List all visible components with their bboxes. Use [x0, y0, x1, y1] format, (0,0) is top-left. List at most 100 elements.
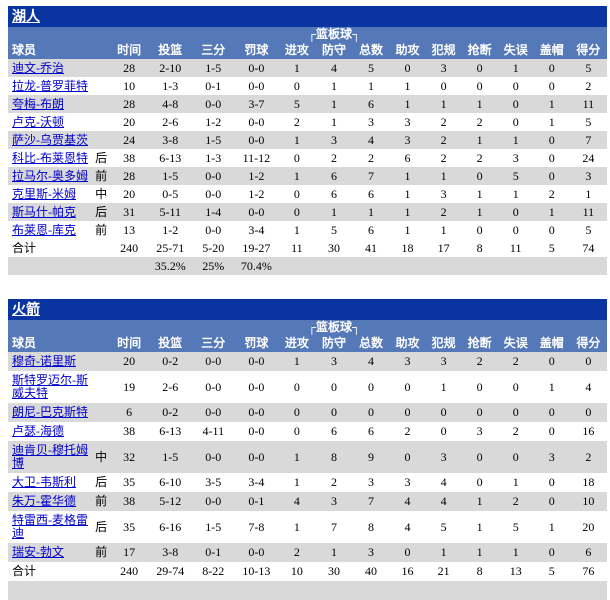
stat-cell-stl: 0: [461, 403, 498, 422]
total-cell-dreb: 30: [327, 564, 340, 578]
stat-cell-3p: 0-0: [205, 187, 222, 201]
stat-cell-dreb: 0: [330, 379, 337, 394]
position-cell: 后: [95, 519, 108, 534]
stat-cell-to: 1: [497, 543, 534, 562]
totals-label: 合计: [12, 564, 37, 578]
player-link[interactable]: 拉龙-普罗菲特: [12, 79, 88, 93]
player-row: 朗尼-巴克斯特 6 0-2 0-0 0-0 0 0 0 0 0 0 0 0 0: [8, 403, 607, 422]
player-link[interactable]: 卢瑟-海德: [12, 424, 64, 438]
player-link[interactable]: 斯马什-帕克: [12, 205, 76, 219]
player-link[interactable]: 迪文-乔治: [12, 61, 64, 75]
stat-cell-stl: 1: [476, 187, 483, 201]
stat-cell-pts: 24: [582, 151, 595, 165]
total-cell-ft: 10-13: [242, 564, 271, 578]
stat-cell-ft: 0-0: [234, 131, 279, 149]
team-link[interactable]: 火箭: [12, 301, 40, 317]
box-score-table: ┌篮板球┐ 球员 时间 投篮 三分 罚球 进攻 防守 总数 助攻 犯规 抢断 失误 盖帽 得分 迪文-乔治 28…: [8, 27, 607, 275]
stat-cell-pts: 18: [582, 475, 595, 489]
stat-cell-ast: 1: [389, 167, 426, 185]
stat-cell-to: 2: [497, 352, 534, 371]
column-header-dreb: 防守: [315, 335, 353, 352]
player-name-cell: 布莱恩-库克: [8, 221, 92, 239]
stat-cell-to: 2: [512, 424, 519, 438]
stat-cell-to: 1: [512, 187, 519, 201]
team-title-bar: 火箭: [8, 299, 607, 320]
stat-cell-min: 24: [110, 131, 149, 149]
stat-cell-reb: 7: [352, 492, 390, 511]
team-link[interactable]: 湖人: [12, 8, 40, 24]
column-header-ft: 罚球: [234, 42, 279, 59]
player-link[interactable]: 朗尼-巴克斯特: [12, 405, 88, 419]
stat-cell-pts: 0: [569, 352, 607, 371]
stat-cell-3p: 0-1: [192, 543, 235, 562]
player-link[interactable]: 克里斯-米姆: [12, 187, 76, 201]
player-link[interactable]: 瑞安-勃文: [12, 545, 64, 559]
player-link[interactable]: 穆奇-诺里斯: [12, 354, 76, 368]
stat-cell-min: 31: [110, 203, 149, 221]
position-cell: 后: [95, 475, 108, 489]
stat-cell-oreb: 2: [278, 543, 316, 562]
stat-cell-pts: 3: [569, 167, 607, 185]
total-cell-oreb: 10: [290, 564, 303, 578]
stat-cell-to: 0: [512, 379, 519, 394]
stat-cell-dreb: 5: [330, 223, 337, 237]
column-header-reb: 总数: [352, 335, 390, 352]
stat-cell-reb: 4: [352, 352, 390, 371]
stat-cell-pts: 16: [582, 424, 595, 438]
stat-cell-fg: 4-8: [148, 95, 193, 113]
player-link[interactable]: 迪肯贝-穆托姆博: [12, 443, 88, 470]
player-link[interactable]: 科比-布莱恩特: [12, 151, 88, 165]
percent-cell-dreb: [315, 257, 353, 275]
box-score-table: ┌篮板球┐ 球员 时间 投篮 三分 罚球 进攻 防守 总数 助攻 犯规 抢断 失误 盖帽 得分 穆奇-诺里斯 2…: [8, 320, 607, 600]
player-link[interactable]: 夸梅-布朗: [12, 97, 64, 111]
stat-cell-ft: 3-4: [248, 223, 265, 237]
player-link[interactable]: 卢克-沃顿: [12, 115, 64, 129]
player-row: 斯马什-帕克后 31 5-11 1-4 0-0 0 1 1 1 2 1 0 1 11: [8, 203, 607, 221]
stat-cell-ft: 11-12: [242, 151, 271, 165]
stat-cell-blk: 2: [548, 187, 555, 201]
stat-cell-to: 1: [497, 131, 534, 149]
rebounds-group-row: ┌篮板球┐: [8, 320, 607, 335]
player-link[interactable]: 萨沙-乌贾基茨: [12, 133, 88, 147]
stat-cell-min: 20: [123, 115, 136, 129]
percent-cell-min: [110, 257, 149, 275]
stat-cell-dreb: 8: [315, 441, 353, 473]
position-cell: [92, 352, 111, 371]
player-link[interactable]: 朱万-霍华德: [12, 494, 76, 508]
player-row: 夸梅-布朗 28 4-8 0-0 3-7 5 1 6 1 1 1 0 1 11: [8, 95, 607, 113]
total-cell-stl: 8: [476, 241, 483, 255]
stat-cell-ft: 1-2: [248, 187, 265, 201]
stat-cell-stl: 3: [476, 424, 483, 438]
stat-cell-pts: 0: [569, 403, 607, 422]
total-cell-pf: 21: [437, 564, 450, 578]
total-cell-3p: 8-22: [202, 564, 225, 578]
total-cell-stl: 8: [476, 564, 483, 578]
stat-cell-ast: 4: [389, 492, 426, 511]
player-link[interactable]: 大卫-韦斯利: [12, 475, 76, 489]
stat-cell-oreb: 1: [278, 167, 316, 185]
stat-cell-oreb: 1: [278, 131, 316, 149]
player-link[interactable]: 布莱恩-库克: [12, 223, 76, 237]
team-title-bar: 湖人: [8, 6, 607, 27]
player-link[interactable]: 拉马尔-奥多姆: [12, 169, 88, 183]
total-cell-oreb: 11: [291, 241, 303, 255]
stat-cell-fg: 1-5: [148, 167, 193, 185]
group-spacer: [389, 27, 607, 42]
stat-cell-dreb: 1: [330, 79, 337, 93]
player-name-cell: 迪文-乔治: [8, 59, 93, 77]
stat-cell-3p: 0-0: [192, 403, 235, 422]
player-link[interactable]: 特雷西-麦格雷迪: [12, 513, 88, 540]
percent-cell-to: [497, 257, 534, 275]
percent-cell-ast: [389, 257, 426, 275]
player-row: 朱万-霍华德前 38 5-12 0-0 0-1 4 3 7 4 4 1 2 0 10: [8, 492, 607, 511]
player-link[interactable]: 斯特罗迈尔-斯威夫特: [12, 373, 88, 400]
percent-cell-pf: [425, 257, 462, 275]
stat-cell-stl: 0: [476, 223, 483, 237]
total-cell-3p: 5-20: [202, 241, 225, 255]
position-cell: [92, 403, 111, 422]
position-cell: [92, 113, 110, 131]
stat-cell-ast: 1: [404, 223, 411, 237]
stat-cell-stl: 0: [476, 379, 483, 394]
stat-cell-oreb: 5: [278, 95, 316, 113]
